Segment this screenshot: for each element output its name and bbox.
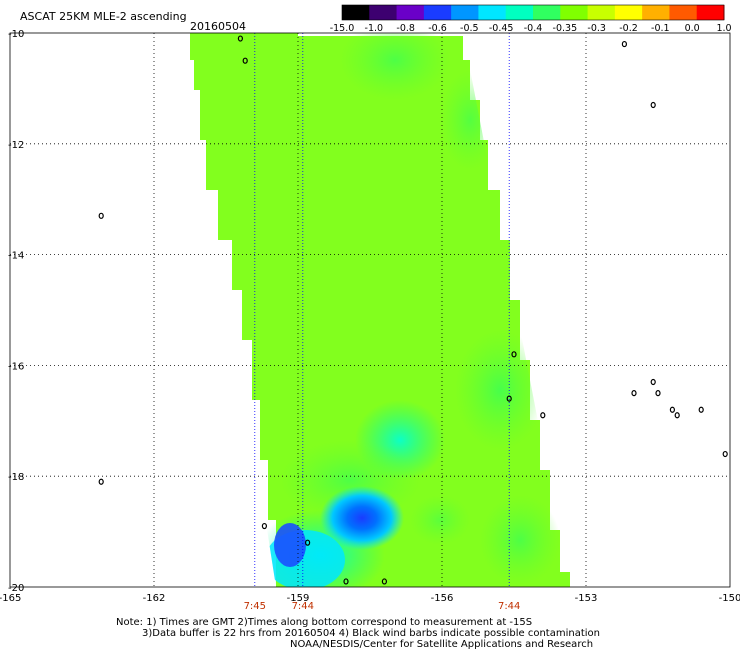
- colorbar-segment: [369, 5, 398, 20]
- island-marker: [698, 406, 704, 413]
- x-tick-label: -150: [719, 593, 740, 604]
- note-line-1: Note: 1) Times are GMT 2)Times along bot…: [116, 617, 533, 628]
- colorbar-label: -0.3: [587, 23, 606, 34]
- colorbar-segment: [396, 5, 425, 20]
- island-marker: [650, 101, 656, 109]
- pass-time-label: 7:44: [498, 601, 520, 612]
- island-marker: [674, 412, 680, 419]
- colorbar-segment: [533, 5, 561, 20]
- x-tick-label: -156: [431, 593, 454, 604]
- colorbar-segment: [587, 5, 616, 20]
- colorbar-label: -1.0: [365, 23, 384, 34]
- plot-frame: [9, 32, 731, 588]
- y-tick-label: -14: [8, 251, 24, 262]
- y-tick-labels: -10 -12 -14 -16 -18 -20: [8, 29, 24, 594]
- y-tick-label: -12: [8, 140, 24, 151]
- colorbar-label: -0.2: [619, 23, 638, 34]
- x-tick-label: -153: [575, 593, 598, 604]
- pass-time-label: 7:45: [244, 601, 266, 612]
- x-tick-label: -162: [143, 593, 166, 604]
- colorbar-labels: -15.0 -1.0 -0.8 -0.6 -0.5 -0.45 -0.4 -0.35 -0.3 -…: [330, 23, 732, 34]
- island-marker: [540, 412, 546, 419]
- colorbar-label: -0.1: [651, 23, 670, 34]
- colorbar-label: -0.35: [553, 23, 578, 34]
- note-line-3: NOAA/NESDIS/Center for Satellite Applica…: [290, 639, 594, 650]
- island-marker: [631, 390, 637, 397]
- colorbar-segment: [560, 5, 589, 20]
- colorbar-segment: [423, 5, 452, 20]
- x-tick-label: -165: [0, 593, 21, 604]
- colorbar-segment: [342, 5, 370, 20]
- island-marker: [506, 395, 512, 402]
- colorbar-label: -0.45: [489, 23, 514, 34]
- colorbar-segment: [614, 5, 643, 20]
- island-marker: [650, 378, 656, 386]
- colorbar-border: [341, 4, 725, 21]
- grid-lines: [10, 33, 730, 587]
- y-tick-label: -20: [8, 583, 24, 594]
- pass-time-label: 7:44: [292, 601, 314, 612]
- colorbar-segment: [669, 5, 698, 20]
- y-tick-label: -16: [8, 361, 24, 372]
- colorbar-label: -15.0: [330, 23, 355, 34]
- x-tick-labels: -165 -162 -159 -156 -153 -150: [0, 593, 740, 604]
- island-marker: [98, 212, 104, 219]
- island-marker: [305, 539, 311, 546]
- island-outlines: [98, 35, 728, 585]
- colorbar-segment: [478, 5, 507, 20]
- island-marker: [98, 478, 104, 485]
- colorbar-label: 1.0: [716, 23, 731, 34]
- island-marker: [242, 57, 248, 64]
- island-marker: [722, 450, 728, 458]
- colorbar-label: -0.4: [524, 23, 543, 34]
- pass-time-labels: 7:45 7:44 7:44: [244, 601, 521, 612]
- island-marker: [669, 406, 676, 413]
- island-marker: [655, 390, 661, 397]
- chart-date: 20160504: [190, 20, 246, 33]
- island-marker: [511, 351, 517, 358]
- colorbar: [341, 4, 725, 21]
- island-marker: [343, 578, 349, 585]
- colorbar-label: -0.8: [396, 23, 415, 34]
- y-tick-label: -10: [8, 29, 24, 40]
- colorbar-label: 0.0: [685, 23, 700, 34]
- colorbar-segment: [696, 5, 725, 20]
- island-marker: [237, 35, 243, 42]
- note-line-2: 3)Data buffer is 22 hrs from 20160504 4)…: [142, 628, 600, 639]
- colorbar-segment: [642, 5, 670, 20]
- swath-fill: [190, 33, 570, 587]
- colorbar-label: -0.5: [460, 23, 479, 34]
- pass-time-lines: [254, 33, 510, 587]
- island-marker: [381, 578, 387, 585]
- colorbar-segment: [451, 5, 479, 20]
- island-marker: [621, 40, 628, 48]
- x-tick-label: -159: [287, 593, 310, 604]
- colorbar-segment: [505, 5, 534, 20]
- wind-swath: [190, 33, 570, 587]
- colorbar-label: -0.6: [428, 23, 447, 34]
- island-marker: [261, 522, 267, 530]
- y-tick-label: -18: [8, 472, 24, 483]
- chart-title: ASCAT 25KM MLE-2 ascending: [20, 10, 187, 23]
